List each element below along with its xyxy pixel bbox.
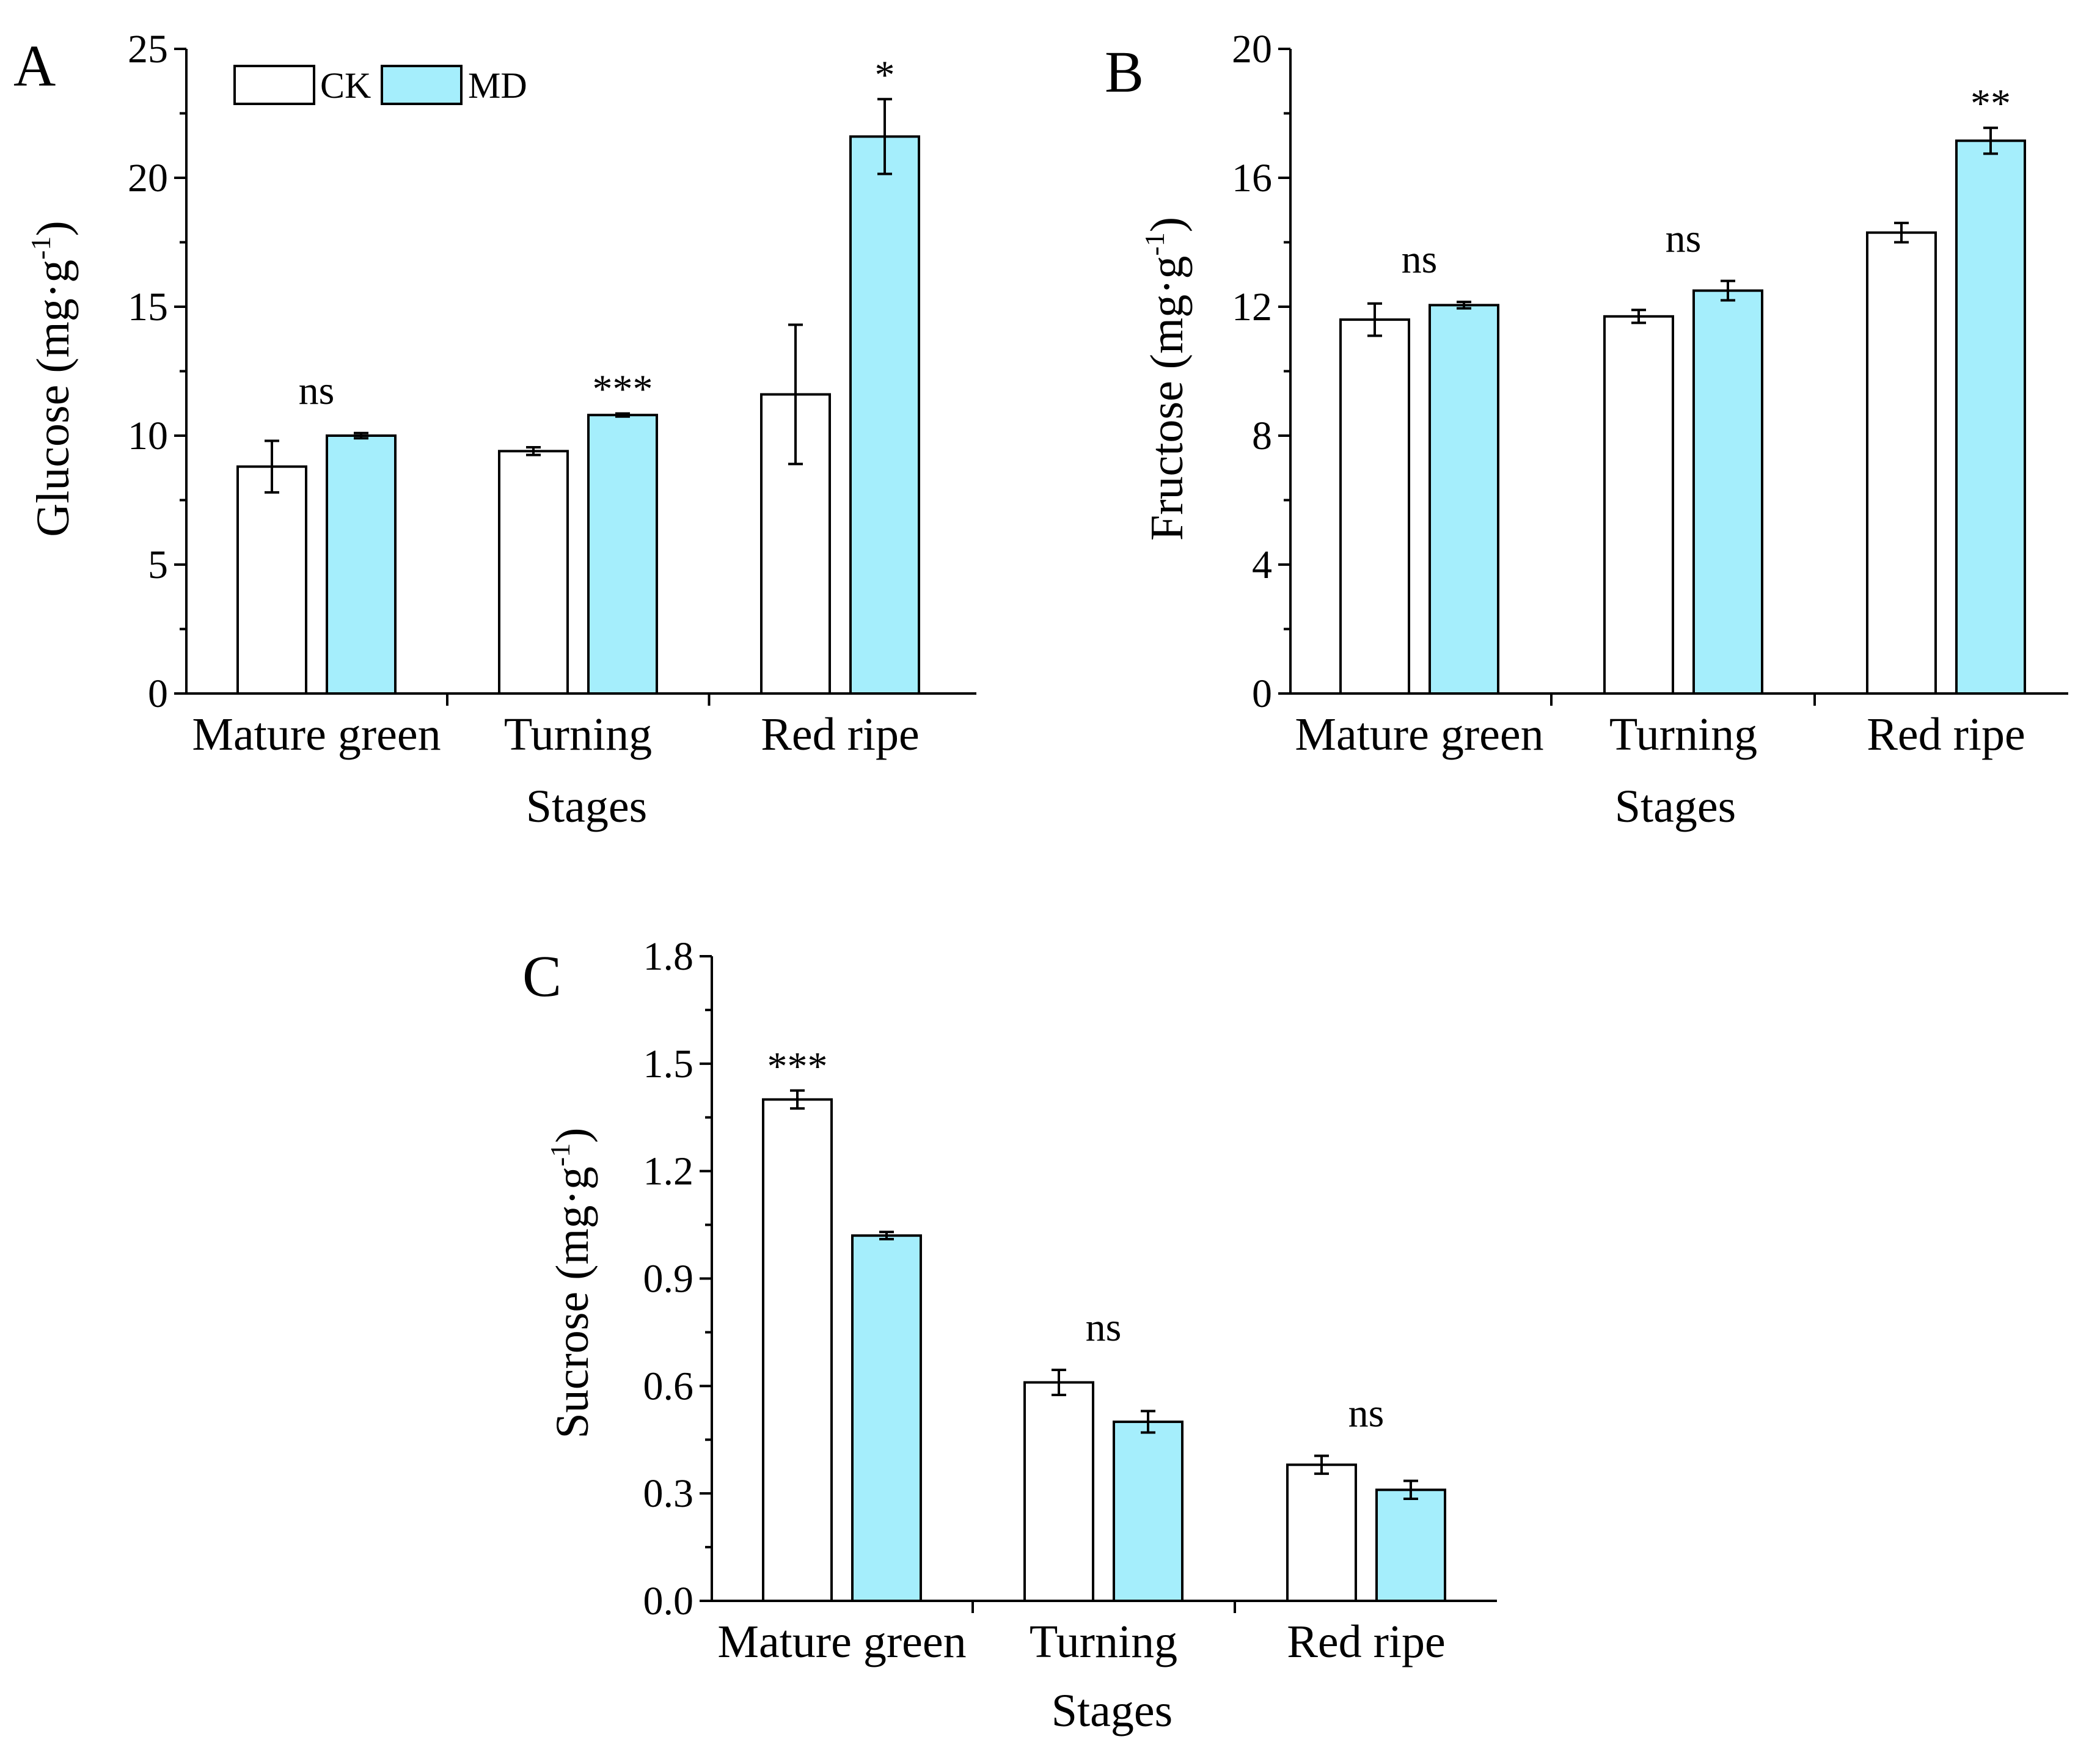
- y-axis-title-b: Fructose (mg·g-1): [1139, 217, 1193, 541]
- significance-label: ***: [767, 1044, 828, 1089]
- y-tick-label: 0: [1252, 672, 1272, 716]
- y-tick-label: 0.6: [643, 1364, 694, 1408]
- x-axis-title-b: Stages: [1615, 781, 1736, 832]
- y-tick-label: 1.8: [643, 934, 694, 979]
- y-tick-label: 12: [1232, 285, 1272, 329]
- y-tick-label: 10: [128, 414, 168, 458]
- y-axis-title-a-main: Glucose (mg·g: [27, 260, 79, 537]
- x-category-label: Mature green: [717, 1616, 966, 1667]
- error-bar: [354, 431, 368, 440]
- y-tick-label: 20: [1232, 27, 1272, 71]
- y-axis-title-c-end: ): [547, 1128, 598, 1143]
- significance-label: ns: [1402, 237, 1438, 282]
- y-tick-label: 0.0: [643, 1579, 694, 1623]
- y-tick-label: 16: [1232, 156, 1272, 200]
- y-axis-title-c-sup: -1: [544, 1143, 576, 1166]
- bar-md-red-ripe: [1955, 139, 2026, 695]
- bar-ck-mature-green: [1339, 318, 1410, 695]
- x-category-label: Mature green: [192, 709, 441, 760]
- x-category-label: Turning: [1030, 1616, 1177, 1667]
- legend: CK MD: [233, 65, 527, 106]
- y-tick-label: 8: [1252, 414, 1272, 458]
- y-tick-label: 1.2: [643, 1149, 694, 1194]
- significance-label: ns: [1666, 216, 1702, 261]
- legend-label-ck: CK: [320, 65, 371, 106]
- y-tick-label: 0.9: [643, 1257, 694, 1301]
- panel-letter-a: A: [13, 33, 56, 98]
- chart-panel-a: A Stages Glucose (mg·g-1) 0 5 10 15 20 25 Matu…: [13, 27, 976, 832]
- bar-md-red-ripe: [1375, 1488, 1446, 1603]
- chart-panel-c: C Stages Sucrose (mg·g-1) 0.0 0.3 0.6 0.9 1.…: [522, 934, 1497, 1737]
- y-axis-title-b-end: ): [1141, 217, 1193, 232]
- y-tick-label: 0.3: [643, 1471, 694, 1516]
- y-axis-title-a-sup: -1: [25, 236, 56, 260]
- error-bar: [790, 1089, 805, 1110]
- y-axis-title-a-end: ): [27, 221, 79, 236]
- bar-md-turning: [587, 414, 658, 695]
- error-bar: [1457, 301, 1471, 310]
- y-tick-label: 5: [148, 543, 168, 587]
- error-bar: [1721, 279, 1735, 302]
- bar-md-turning: [1113, 1420, 1184, 1602]
- error-bar: [1403, 1479, 1418, 1500]
- y-axis-title-a: Glucose (mg·g-1): [25, 221, 79, 536]
- y-axis-title-b-main: Fructose (mg·g: [1141, 256, 1193, 541]
- bar-md-red-ripe: [849, 135, 920, 695]
- x-category-label: Turning: [1609, 709, 1757, 760]
- bar-md-mature-green: [851, 1234, 922, 1602]
- chart-panel-b: B Stages Fructose (mg·g-1) 0 4 8 12 16 20 Matu…: [1105, 27, 2068, 832]
- x-axis-title-a: Stages: [526, 781, 647, 832]
- y-tick-label: 4: [1252, 543, 1272, 587]
- error-bar: [615, 412, 630, 418]
- bar-ck-red-ripe: [1286, 1463, 1357, 1603]
- bar-ck-red-ripe: [1866, 231, 1937, 695]
- bar-md-mature-green: [1429, 304, 1499, 695]
- error-bar: [1894, 221, 1909, 244]
- x-category-label: Red ripe: [1867, 709, 2025, 760]
- y-axis-title-b-sup: -1: [1139, 232, 1170, 255]
- legend-label-md: MD: [468, 65, 527, 106]
- bar-ck-turning: [1023, 1381, 1094, 1602]
- error-bar: [877, 98, 892, 175]
- y-axis-title-c: Sucrose (mg·g-1): [544, 1128, 598, 1439]
- y-tick-label: 1.5: [643, 1042, 694, 1086]
- error-bar: [879, 1231, 894, 1241]
- panel-letter-c: C: [522, 943, 562, 1009]
- error-bar: [1983, 126, 1998, 155]
- bar-ck-turning: [1603, 315, 1674, 695]
- legend-swatch-md: [381, 65, 463, 105]
- error-bar: [1141, 1410, 1155, 1434]
- error-bar: [1631, 309, 1646, 324]
- x-axis-title-c: Stages: [1052, 1685, 1173, 1737]
- significance-label: ***: [593, 367, 653, 412]
- bar-ck-turning: [498, 450, 569, 695]
- significance-label: ns: [299, 368, 335, 413]
- y-tick-label: 0: [148, 672, 168, 716]
- error-bar: [526, 445, 541, 456]
- error-bar: [788, 323, 803, 466]
- y-tick-label: 25: [128, 27, 168, 71]
- bar-ck-mature-green: [236, 465, 307, 695]
- x-category-label: Turning: [504, 709, 652, 760]
- significance-label: *: [875, 53, 895, 97]
- legend-swatch-ck: [233, 65, 315, 105]
- significance-label: **: [1970, 81, 2011, 126]
- error-bar: [1314, 1454, 1329, 1475]
- y-axis-title-c-main: Sucrose (mg·g: [547, 1166, 598, 1438]
- x-category-label: Mature green: [1295, 709, 1543, 760]
- error-bar: [265, 439, 279, 494]
- significance-label: ns: [1348, 1391, 1385, 1436]
- y-tick-label: 15: [128, 285, 168, 329]
- error-bar: [1367, 302, 1382, 337]
- bar-md-turning: [1692, 289, 1763, 695]
- x-category-label: Red ripe: [1287, 1616, 1446, 1667]
- error-bar: [1052, 1368, 1066, 1396]
- x-category-label: Red ripe: [761, 709, 920, 760]
- y-tick-label: 20: [128, 156, 168, 200]
- bar-md-mature-green: [326, 434, 397, 695]
- panel-letter-b: B: [1105, 39, 1144, 104]
- bar-ck-mature-green: [762, 1098, 833, 1602]
- significance-label: ns: [1086, 1305, 1122, 1350]
